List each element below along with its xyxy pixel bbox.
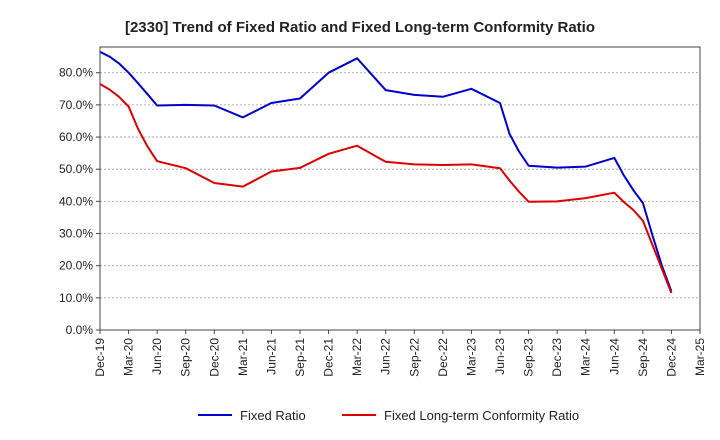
series-line-0 bbox=[99, 50, 673, 292]
x-tick-label-10: Jun-22 bbox=[379, 338, 393, 375]
y-tick-label-8: 80.0% bbox=[59, 66, 93, 80]
gridlines bbox=[100, 72, 700, 299]
x-tick-label-19: Sep-24 bbox=[636, 338, 650, 377]
legend-label-0: Fixed Ratio bbox=[240, 408, 306, 423]
x-tick-label-21: Mar-25 bbox=[693, 338, 707, 376]
y-tick-label-2: 20.0% bbox=[59, 259, 93, 273]
x-tick-label-0: Dec-19 bbox=[93, 338, 107, 377]
legend-label-1: Fixed Long-term Conformity Ratio bbox=[384, 408, 579, 423]
x-tick-label-12: Dec-22 bbox=[436, 338, 450, 377]
y-tick-label-1: 10.0% bbox=[59, 291, 93, 305]
x-tick-label-16: Dec-23 bbox=[550, 338, 564, 377]
x-tick-label-18: Jun-24 bbox=[607, 338, 621, 375]
y-tick-label-3: 30.0% bbox=[59, 227, 93, 241]
y-tick-label-7: 70.0% bbox=[59, 98, 93, 112]
y-tick-label-6: 60.0% bbox=[59, 130, 93, 144]
x-tick-label-9: Mar-22 bbox=[350, 338, 364, 376]
x-tick-label-3: Sep-20 bbox=[179, 338, 193, 377]
series-lines bbox=[99, 50, 673, 294]
x-tick-label-4: Dec-20 bbox=[207, 338, 221, 377]
y-tick-label-4: 40.0% bbox=[59, 194, 93, 208]
x-tick-label-20: Dec-24 bbox=[664, 338, 678, 377]
x-tick-label-8: Dec-21 bbox=[322, 338, 336, 377]
x-tick-label-7: Sep-21 bbox=[293, 338, 307, 377]
x-tick-label-11: Sep-22 bbox=[407, 338, 421, 377]
y-tick-label-5: 50.0% bbox=[59, 162, 93, 176]
y-axis-ticks: 0.0% 10.0% 20.0% 30.0% 40.0% 50.0% 60.0% 70.0% 8… bbox=[59, 66, 100, 337]
x-tick-label-14: Jun-23 bbox=[493, 338, 507, 375]
plot-frame bbox=[99, 46, 701, 331]
axes bbox=[99, 46, 701, 331]
x-axis-ticks: Dec-19 Mar-20 Jun-20 Sep-20 Dec-20 Mar-21 Jun-… bbox=[93, 330, 707, 377]
legend: Fixed Ratio Fixed Long-term Conformity Ra… bbox=[198, 408, 579, 423]
x-tick-label-17: Mar-24 bbox=[579, 338, 593, 376]
x-tick-label-5: Mar-21 bbox=[236, 338, 250, 376]
x-tick-label-2: Jun-20 bbox=[150, 338, 164, 375]
series-line-1 bbox=[99, 83, 673, 294]
y-tick-label-0: 0.0% bbox=[66, 323, 94, 337]
x-tick-label-6: Jun-21 bbox=[264, 338, 278, 375]
x-tick-label-15: Sep-23 bbox=[522, 338, 536, 377]
x-tick-label-13: Mar-23 bbox=[464, 338, 478, 376]
x-tick-label-1: Mar-20 bbox=[122, 338, 136, 376]
chart-title: [2330] Trend of Fixed Ratio and Fixed Lo… bbox=[125, 19, 595, 36]
